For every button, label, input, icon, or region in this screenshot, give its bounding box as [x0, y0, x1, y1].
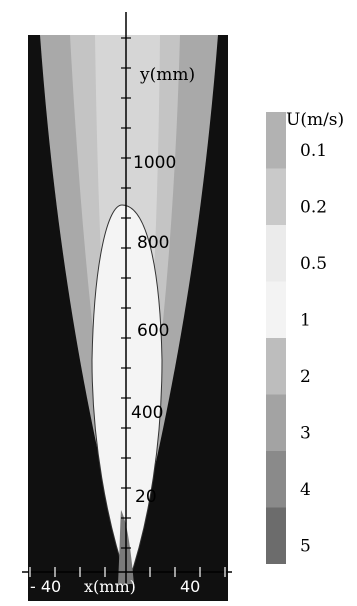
y-axis-title: y(mm) [139, 65, 195, 85]
legend-swatch [266, 338, 286, 395]
x-axis-ticks [29, 567, 226, 577]
legend-label: 2 [300, 367, 311, 387]
legend-swatch [266, 507, 286, 564]
y-tick-label-1000: 1000 [133, 153, 176, 173]
legend-swatch [266, 168, 286, 225]
legend-swatch [266, 394, 286, 451]
legend-swatch [266, 451, 286, 508]
y-tick-label-600: 600 [137, 321, 169, 341]
legend-label: 0.1 [300, 141, 327, 161]
legend-label: 1 [300, 311, 311, 331]
y-tick-label-400: 400 [131, 403, 163, 423]
legend-swatches [266, 112, 286, 564]
legend-swatch [266, 225, 286, 282]
y-tick-label-800: 800 [137, 233, 169, 253]
x-axis-title: x(mm) [84, 577, 136, 596]
legend-label: 3 [300, 424, 311, 444]
x-tick-label-40: 40 [180, 577, 200, 596]
y-axis-ticks [121, 37, 131, 549]
legend-title: U(m/s) [286, 110, 344, 130]
legend-label: 4 [300, 480, 311, 500]
legend-swatch [266, 281, 286, 338]
y-tick-label-20: 20 [135, 487, 157, 507]
legend-labels: 0.1 0.2 0.5 1 2 3 4 5 [300, 141, 327, 557]
legend-swatch [266, 112, 286, 169]
x-tick-label-neg40: - 40 [30, 577, 61, 596]
legend-label: 0.2 [300, 198, 327, 218]
legend-label: 5 [300, 537, 311, 557]
legend-label: 0.5 [300, 254, 327, 274]
